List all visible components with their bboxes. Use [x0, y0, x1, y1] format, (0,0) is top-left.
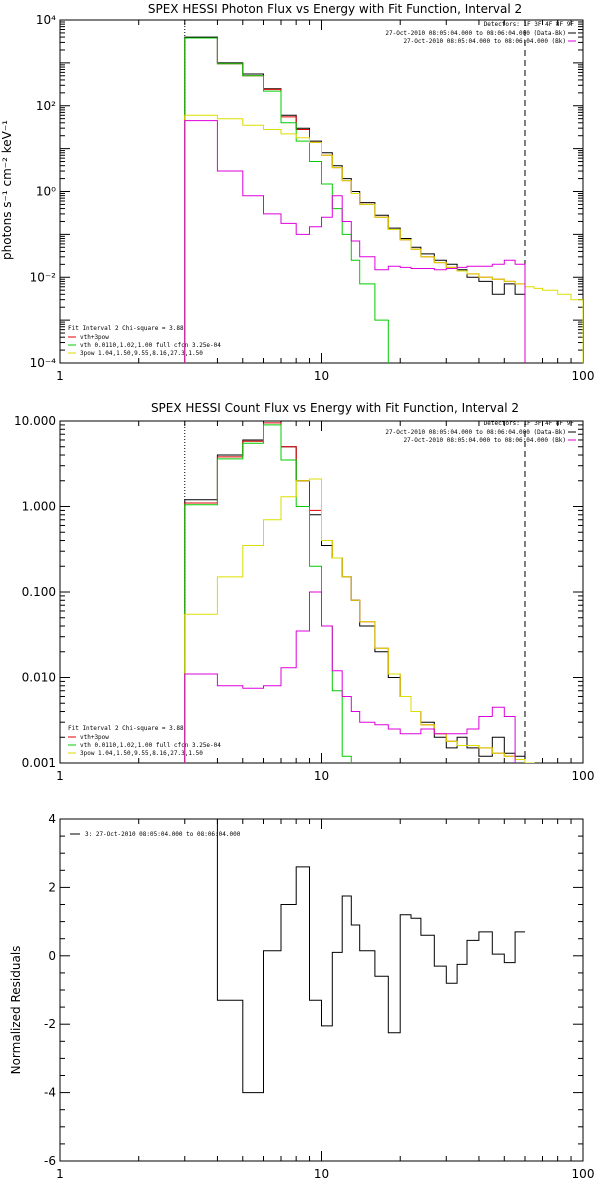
x-tick-label: 1	[56, 1167, 64, 1181]
x-tick-label: 100	[572, 769, 595, 783]
legend-bk: 27-Oct-2010 08:05:04.000 to 08:06:04.000…	[403, 437, 566, 444]
y-axis-label: Normalized Residuals	[9, 946, 23, 1075]
y-tick-label: -4	[44, 1086, 56, 1100]
legend-model: vth+3pow	[80, 734, 109, 741]
legend-top-right: Detectors: 1F 3F 4F 8F 9F 27-Oct-2010 08…	[385, 420, 576, 444]
x-tick-label: 1	[56, 369, 64, 383]
x-tick-label: 100	[572, 369, 595, 383]
y-tick-label: 0	[48, 949, 56, 963]
x-tick-label: 10	[314, 769, 329, 783]
legend-fit-interval: Fit Interval 2 Chi-square = 3.88	[68, 725, 184, 732]
legend-top-left: 3: 27-Oct-2010 08:05:04.000 to 08:06:04.…	[70, 831, 241, 838]
count-flux-panel: SPEX HESSI Count Flux vs Energy with Fit…	[14, 401, 595, 783]
series-line-1	[184, 422, 526, 763]
panel-title: SPEX HESSI Count Flux vs Energy with Fit…	[151, 401, 519, 415]
legend-vth: vth 0.0110,1.02,1.00 full cfcn 3.25e-04	[80, 342, 221, 349]
x-tick-label: 10	[314, 1167, 329, 1181]
series-line-4	[184, 120, 526, 363]
series-line-0	[184, 421, 526, 763]
y-axis-label: photons s⁻¹ cm⁻² keV⁻¹	[0, 120, 14, 260]
legend-3pow: 3pow 1.04,1.50,9.55,8.16,27.3,1.50	[80, 750, 203, 757]
legend-3pow: 3pow 1.04,1.50,9.55,8.16,27.3,1.50	[80, 350, 203, 357]
legend-interval: 3: 27-Oct-2010 08:05:04.000 to 08:06:04.…	[85, 831, 241, 838]
legend-bk: 27-Oct-2010 08:05:04.000 to 08:06:04.000…	[403, 38, 566, 45]
legend-bottom-left: Fit Interval 2 Chi-square = 3.88 vth+3po…	[68, 325, 221, 357]
legend-bottom-left: Fit Interval 2 Chi-square = 3.88 vth+3po…	[68, 725, 221, 757]
x-tick-label: 100	[572, 1167, 595, 1181]
y-tick-label: -6	[44, 1154, 56, 1168]
series-line-2	[184, 424, 352, 763]
y-tick-label: 0.100	[22, 585, 56, 599]
y-tick-label: 10²	[36, 99, 56, 113]
plot-frame	[59, 19, 584, 364]
y-tick-label: 4	[48, 812, 56, 826]
legend-detectors: Detectors: 1F 3F 4F 8F 9F	[484, 21, 575, 28]
series-line-2	[184, 37, 389, 363]
y-tick-label: 0.010	[22, 671, 56, 685]
y-tick-label: 10⁻⁴	[30, 356, 57, 370]
y-tick-label: 10⁴	[36, 13, 56, 27]
series-line-1	[184, 37, 526, 363]
series-line-0	[184, 36, 526, 363]
y-tick-label: -2	[44, 1017, 56, 1031]
y-tick-label: 10.000	[14, 414, 56, 428]
photon-flux-panel: SPEX HESSI Photon Flux vs Energy with Fi…	[0, 2, 595, 383]
y-tick-label: 0.001	[22, 756, 56, 770]
legend-top-right: Detectors: 1F 3F 4F 8F 9F 27-Oct-2010 08…	[385, 21, 576, 45]
series-line-3	[184, 478, 535, 763]
residuals-panel: Normalized Residuals 3: 27-Oct-2010 08:0…	[9, 812, 595, 1181]
legend-detectors: Detectors: 1F 3F 4F 8F 9F	[484, 420, 575, 427]
plot-frame	[59, 818, 584, 1162]
y-tick-label: 2	[48, 880, 56, 894]
series-line-0	[216, 819, 525, 1094]
panel-title: SPEX HESSI Photon Flux vs Energy with Fi…	[148, 2, 522, 16]
legend-data-bk: 27-Oct-2010 08:05:04.000 to 08:06:04.000…	[385, 30, 566, 37]
y-tick-label: 1.000	[22, 500, 56, 514]
legend-vth: vth 0.0110,1.02,1.00 full cfcn 3.25e-04	[80, 742, 221, 749]
legend-model: vth+3pow	[80, 334, 109, 341]
y-tick-label: 10⁻²	[30, 270, 57, 284]
legend-data-bk: 27-Oct-2010 08:05:04.000 to 08:06:04.000…	[385, 429, 566, 436]
series-line-4	[184, 591, 516, 763]
x-tick-label: 1	[56, 769, 64, 783]
y-tick-label: 10⁰	[36, 185, 56, 199]
legend-fit-interval: Fit Interval 2 Chi-square = 3.88	[68, 325, 184, 332]
x-tick-label: 10	[314, 369, 329, 383]
